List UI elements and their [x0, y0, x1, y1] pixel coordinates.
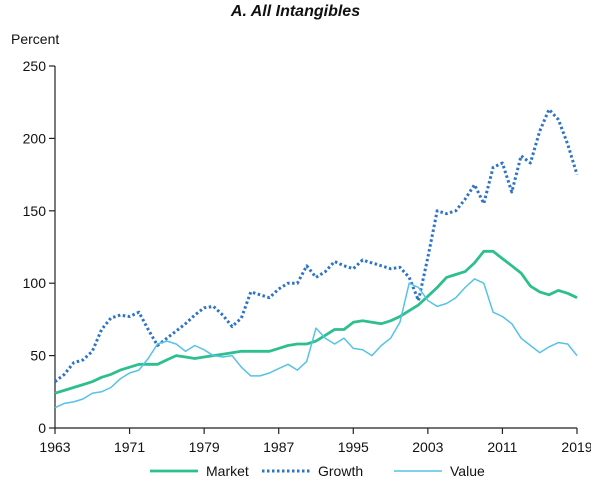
y-tick-label: 250 [23, 58, 47, 74]
y-tick-label: 150 [23, 203, 47, 219]
series-line-market [54, 249, 578, 395]
legend-label-growth: Growth [318, 463, 363, 479]
series-line-value [54, 278, 578, 409]
y-axis-label: Percent [11, 31, 60, 47]
x-tick-label: 1971 [114, 439, 145, 455]
x-tick-label: 1995 [338, 439, 369, 455]
x-tick-label: 2019 [561, 439, 591, 455]
y-tick-label: 200 [23, 130, 47, 146]
y-tick-label: 100 [23, 275, 47, 291]
legend-label-value: Value [450, 463, 485, 479]
x-tick-label: 1963 [39, 439, 70, 455]
x-tick-label: 1987 [263, 439, 294, 455]
chart-title: A. All Intangibles [230, 3, 361, 20]
x-tick-label: 2011 [487, 439, 517, 455]
x-tick-label: 1979 [189, 439, 220, 455]
y-tick-label: 50 [30, 348, 46, 364]
legend-label-market: Market [206, 463, 249, 479]
y-tick-label: 0 [38, 420, 46, 436]
x-tick-label: 2003 [412, 439, 443, 455]
